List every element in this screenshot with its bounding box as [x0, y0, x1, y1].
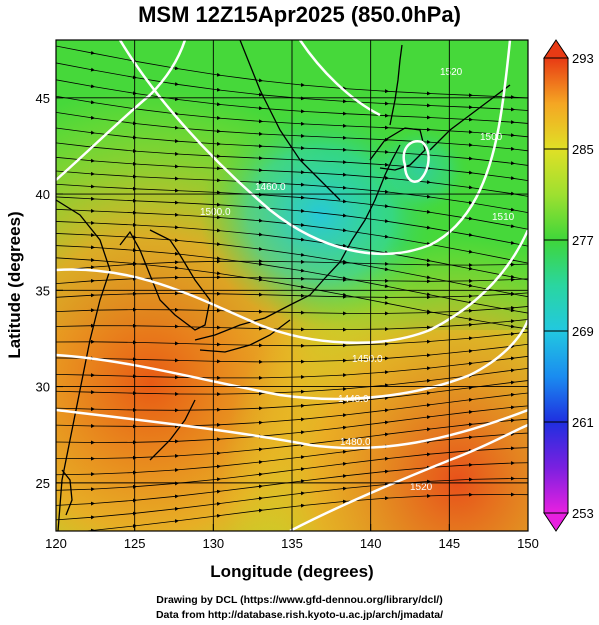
colorbar-tick-label: 285 — [572, 142, 594, 157]
coastline-korea — [119, 229, 211, 331]
contour-label: 1440.0 — [338, 394, 369, 405]
x-tick-label: 125 — [124, 536, 146, 551]
y-axis-label: Latitude (degrees) — [5, 211, 24, 358]
colorbar-tick-label: 277 — [572, 233, 594, 248]
contour-label: 1450.0 — [352, 354, 383, 365]
colorbar: 293 285 277 269 261 253 — [543, 39, 594, 532]
contour-label: 1460.0 — [255, 182, 286, 193]
coastline-japan — [194, 144, 401, 341]
y-tick-label: 40 — [36, 187, 50, 202]
coastline-sakhalin — [389, 44, 403, 126]
coastline-ryukyu — [149, 399, 196, 461]
y-tick-label: 30 — [36, 380, 50, 395]
x-tick-label: 130 — [202, 536, 224, 551]
coastline-taiwan — [61, 469, 73, 516]
colorbar-lower-arrow — [543, 512, 569, 532]
x-tick-label: 120 — [45, 536, 67, 551]
map-title: MSM 12Z15Apr2025 (850.0hPa) — [138, 2, 461, 27]
contour-labels: 1500.0 1450.0 1460.0 1440.0 1480.0 1520 … — [200, 67, 515, 493]
contour-7 — [402, 139, 430, 183]
colorbar-tick-label: 293 — [572, 51, 594, 66]
x-tick-label: 150 — [517, 536, 539, 551]
coastline-hokkaido — [369, 127, 426, 171]
contour-label: 1520 — [410, 482, 433, 493]
coastlines — [56, 40, 511, 531]
coastline-china — [56, 199, 111, 531]
y-tick-label: 25 — [36, 476, 50, 491]
colorbar-bar — [543, 57, 569, 514]
y-tick-label: 35 — [36, 283, 50, 298]
credit-drawing: Drawing by DCL (https://www.gfd-dennou.o… — [156, 594, 443, 606]
cold-pool-east — [370, 125, 470, 215]
contour-2 — [56, 319, 528, 401]
y-tick-label: 45 — [36, 91, 50, 106]
credit-data: Data from http://database.rish.kyoto-u.a… — [155, 609, 444, 621]
contour-3 — [56, 408, 528, 450]
contour-1 — [56, 229, 528, 344]
colorbar-tick-label: 269 — [572, 324, 594, 339]
colorbar-ticks: 293 285 277 269 261 253 — [544, 51, 594, 521]
x-tick-label: 140 — [360, 536, 382, 551]
colorbar-tick-label: 253 — [572, 506, 594, 521]
colorbar-tick-label: 261 — [572, 415, 594, 430]
coastline-kuril — [429, 84, 511, 151]
contour-label: 1480.0 — [340, 437, 371, 448]
y-axis: 25 30 35 40 45 — [36, 91, 63, 491]
contour-label: 1500 — [480, 132, 503, 143]
map-field: 1500.0 1450.0 1460.0 1440.0 1480.0 1520 … — [56, 40, 528, 531]
x-tick-label: 145 — [438, 536, 460, 551]
contour-label: 1500.0 — [200, 207, 231, 218]
x-axis: 120 125 130 135 140 145 150 — [45, 524, 539, 551]
contour-label: 1520 — [440, 67, 463, 78]
contour-label: 1510 — [492, 212, 515, 223]
colorbar-upper-arrow — [543, 39, 569, 59]
gridlines — [56, 40, 528, 531]
contour-5 — [118, 40, 512, 256]
x-axis-label: Longitude (degrees) — [210, 562, 373, 581]
coastline-primorye — [239, 40, 341, 201]
contours — [56, 40, 528, 531]
x-tick-label: 135 — [281, 536, 303, 551]
contour-4 — [289, 423, 528, 531]
